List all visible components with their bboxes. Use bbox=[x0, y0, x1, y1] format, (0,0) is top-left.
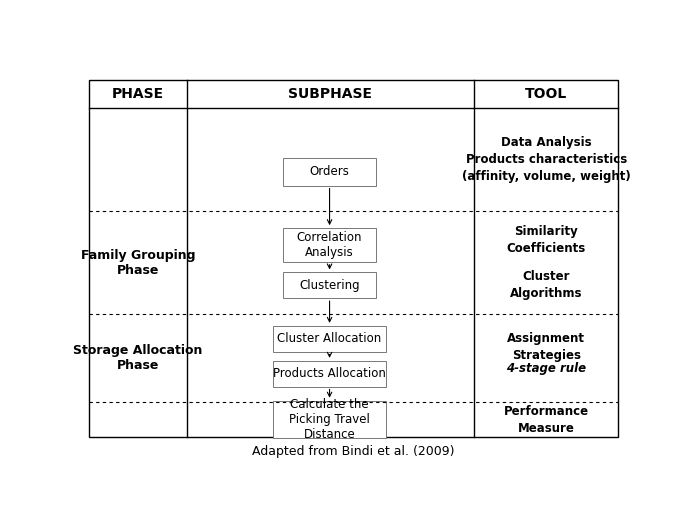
FancyBboxPatch shape bbox=[283, 228, 376, 262]
Text: Family Grouping
Phase: Family Grouping Phase bbox=[81, 249, 195, 277]
Text: Products Allocation: Products Allocation bbox=[273, 367, 386, 380]
Text: 4-stage rule: 4-stage rule bbox=[506, 362, 586, 375]
Text: Performance
Measure: Performance Measure bbox=[504, 405, 589, 434]
Text: Clustering: Clustering bbox=[299, 279, 360, 292]
Text: Assignment
Strategies: Assignment Strategies bbox=[507, 332, 585, 362]
Text: Cluster
Algorithms: Cluster Algorithms bbox=[510, 270, 582, 300]
Text: Orders: Orders bbox=[310, 165, 350, 178]
Text: Calculate the
Picking Travel
Distance: Calculate the Picking Travel Distance bbox=[289, 398, 370, 441]
Text: Similarity
Coefficients: Similarity Coefficients bbox=[506, 225, 586, 255]
Text: Adapted from Bindi et al. (2009): Adapted from Bindi et al. (2009) bbox=[253, 445, 455, 458]
Text: Data Analysis
Products characteristics
(affinity, volume, weight): Data Analysis Products characteristics (… bbox=[462, 136, 631, 183]
Text: Correlation
Analysis: Correlation Analysis bbox=[297, 231, 362, 259]
Text: TOOL: TOOL bbox=[525, 87, 567, 101]
FancyBboxPatch shape bbox=[89, 80, 618, 438]
FancyBboxPatch shape bbox=[283, 272, 376, 298]
FancyBboxPatch shape bbox=[273, 326, 386, 351]
Text: Cluster Allocation: Cluster Allocation bbox=[277, 332, 382, 345]
FancyBboxPatch shape bbox=[273, 361, 386, 386]
Text: SUBPHASE: SUBPHASE bbox=[288, 87, 373, 101]
FancyBboxPatch shape bbox=[273, 400, 386, 439]
Text: Storage Allocation
Phase: Storage Allocation Phase bbox=[73, 344, 203, 372]
FancyBboxPatch shape bbox=[283, 158, 376, 186]
Text: PHASE: PHASE bbox=[112, 87, 164, 101]
